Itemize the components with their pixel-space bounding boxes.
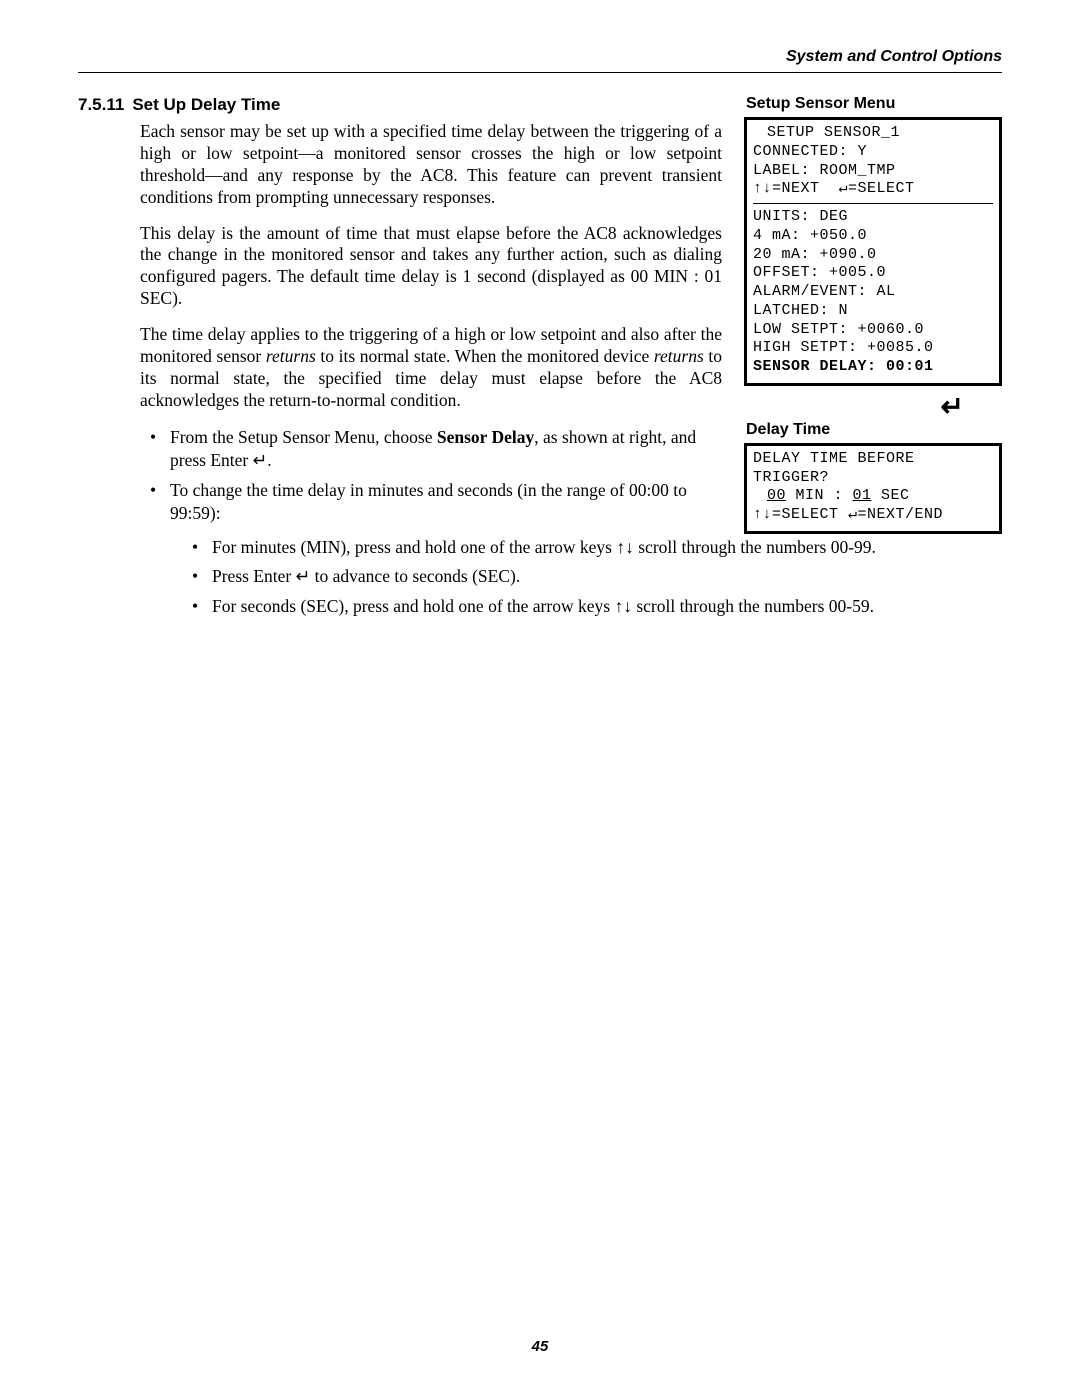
enter-arrow-row: ↵ (744, 390, 1002, 423)
panel-line: LATCHED: N (753, 302, 993, 321)
enter-icon: ↵ (253, 450, 268, 470)
panel-line: ↑↓=SELECT ↵=NEXT/END (753, 506, 993, 525)
arrows-updown-icon: ↑↓ (616, 537, 634, 557)
arrows-updown-icon: ↑↓ (614, 596, 632, 616)
bullet-list-inner: For minutes (MIN), press and hold one of… (192, 536, 1002, 619)
delay-time-panel: DELAY TIME BEFORE TRIGGER? 00 MIN : 01 S… (744, 443, 1002, 534)
section-number: 7.5.11 (78, 95, 124, 114)
page: System and Control Options 7.5.11 Set Up … (0, 0, 1080, 1397)
bullet-item: For minutes (MIN), press and hold one of… (192, 536, 1002, 560)
panel-line: LABEL: ROOM_TMP (753, 162, 993, 181)
section-heading: 7.5.11 Set Up Delay Time (78, 95, 722, 115)
running-header: System and Control Options (78, 48, 1002, 66)
panel-line: LOW SETPT: +0060.0 (753, 321, 993, 340)
two-column-layout: 7.5.11 Set Up Delay Time Each sensor may … (78, 95, 1002, 534)
panel-line: 4 mA: +050.0 (753, 227, 993, 246)
paragraph-2: This delay is the amount of time that mu… (140, 223, 722, 311)
panel-divider (753, 203, 993, 204)
setup-sensor-panel: SETUP SENSOR_1 CONNECTED: Y LABEL: ROOM_… (744, 117, 1002, 386)
panel-line-selected: SENSOR DELAY: 00:01 (753, 358, 993, 377)
panel-line: TRIGGER? (753, 469, 993, 488)
bullet-item: From the Setup Sensor Menu, choose Senso… (150, 426, 722, 473)
section-title: Set Up Delay Time (132, 95, 280, 114)
panel-line: CONNECTED: Y (753, 143, 993, 162)
bullet-item: To change the time delay in minutes and … (150, 479, 722, 526)
panel-title: Setup Sensor Menu (746, 95, 1002, 113)
enter-icon: ↵ (941, 391, 964, 422)
panel-line: UNITS: DEG (753, 208, 993, 227)
panel-line: HIGH SETPT: +0085.0 (753, 339, 993, 358)
panel-line: ↑↓=NEXT ↵=SELECT (753, 180, 993, 199)
panel-title: Delay Time (746, 421, 1002, 439)
bullet-item: For seconds (SEC), press and hold one of… (192, 595, 1002, 619)
panel-line: 20 mA: +090.0 (753, 246, 993, 265)
panel-line: 00 MIN : 01 SEC (753, 487, 993, 506)
panel-line: DELAY TIME BEFORE (753, 450, 993, 469)
panel-line: SETUP SENSOR_1 (753, 124, 993, 143)
left-column: 7.5.11 Set Up Delay Time Each sensor may … (78, 95, 722, 532)
enter-icon: ↵ (296, 566, 311, 586)
panel-line: OFFSET: +005.0 (753, 264, 993, 283)
panel-line: ALARM/EVENT: AL (753, 283, 993, 302)
bullet-item: Press Enter ↵ to advance to seconds (SEC… (192, 565, 1002, 589)
page-footer: 45 (0, 1338, 1080, 1355)
header-rule (78, 72, 1002, 73)
paragraph-1: Each sensor may be set up with a specifi… (140, 121, 722, 209)
right-column: Setup Sensor Menu SETUP SENSOR_1 CONNECT… (744, 95, 1002, 534)
paragraph-3: The time delay applies to the triggering… (140, 324, 722, 412)
bullet-list-outer: From the Setup Sensor Menu, choose Senso… (150, 426, 722, 527)
